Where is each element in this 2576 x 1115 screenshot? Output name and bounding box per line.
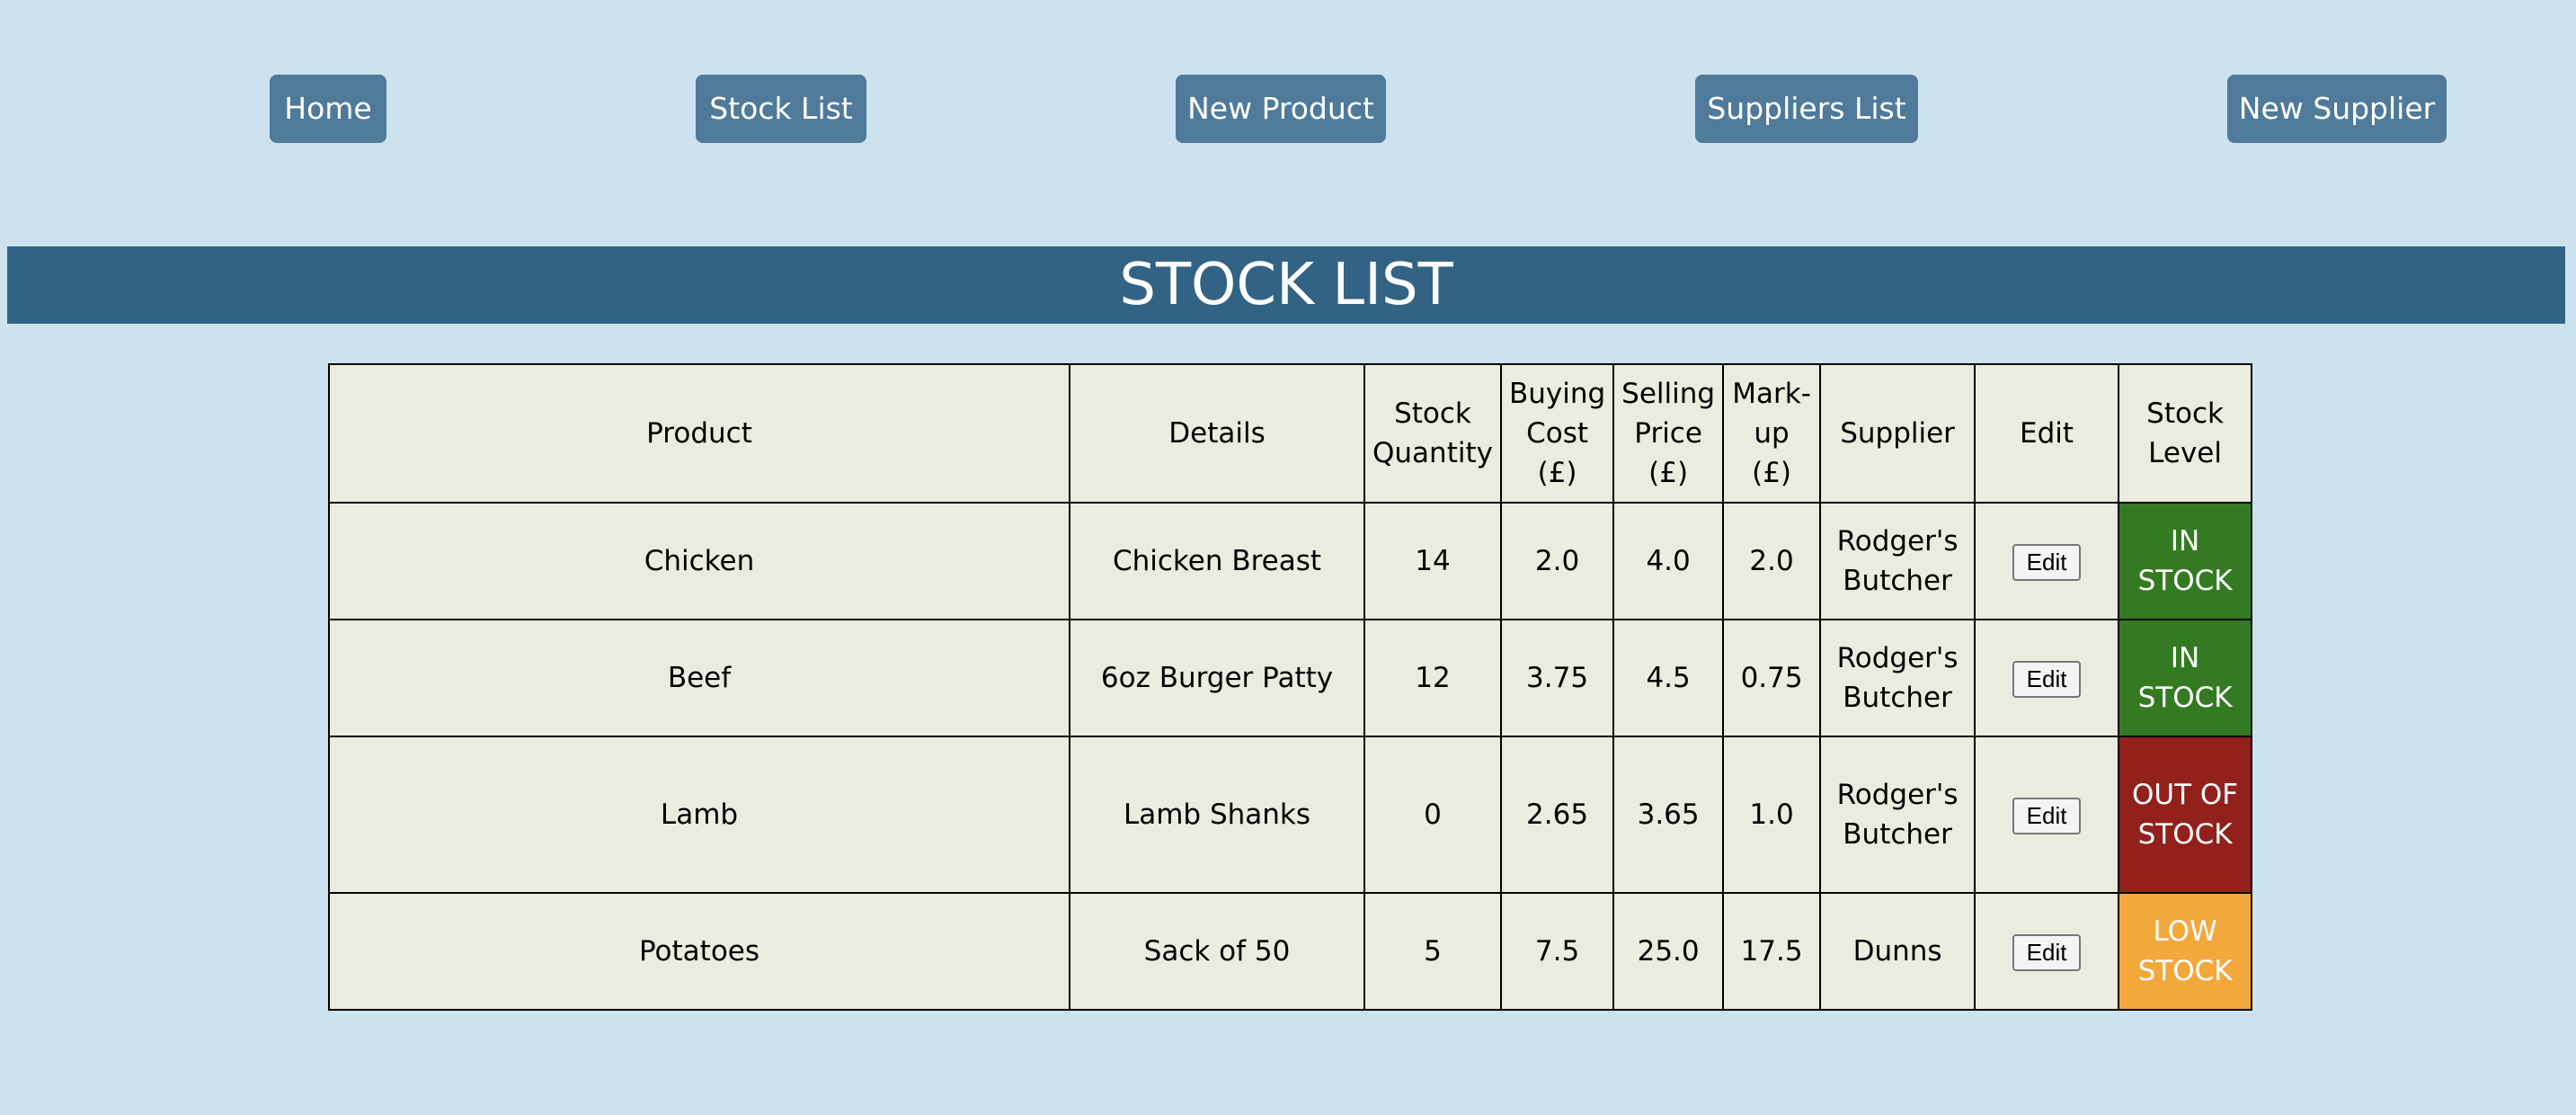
cell-supplier: Rodger's Butcher (1819, 736, 1976, 894)
cell-details: Chicken Breast (1069, 502, 1365, 620)
cell-edit: Edit (1974, 892, 2120, 1011)
header-stock-level: Stock Level (2118, 363, 2253, 504)
edit-button[interactable]: Edit (2012, 934, 2082, 971)
cell-selling-price: 3.65 (1612, 736, 1725, 894)
cell-supplier: Dunns (1819, 892, 1976, 1011)
cell-selling-price: 25.0 (1612, 892, 1725, 1011)
cell-stock-level: IN STOCK (2118, 619, 2253, 737)
cell-details: 6oz Burger Patty (1069, 619, 1365, 737)
edit-button[interactable]: Edit (2012, 544, 2082, 581)
cell-stock-quantity: 5 (1364, 892, 1502, 1011)
table-row: Chicken Chicken Breast 14 2.0 4.0 2.0 Ro… (328, 502, 2253, 620)
cell-stock-level: LOW STOCK (2118, 892, 2253, 1011)
nav-stock-list-button[interactable]: Stock List (696, 75, 866, 143)
header-supplier: Supplier (1819, 363, 1976, 504)
stock-table: Product Details Stock Quantity Buying Co… (328, 363, 2253, 1011)
cell-details: Sack of 50 (1069, 892, 1365, 1011)
cell-markup: 0.75 (1722, 619, 1822, 737)
nav-home-button[interactable]: Home (270, 75, 386, 143)
header-product: Product (328, 363, 1070, 504)
table-row: Lamb Lamb Shanks 0 2.65 3.65 1.0 Rodger'… (328, 736, 2253, 894)
cell-stock-quantity: 0 (1364, 736, 1502, 894)
header-edit: Edit (1974, 363, 2120, 504)
cell-buying-cost: 2.65 (1499, 736, 1615, 894)
cell-buying-cost: 2.0 (1499, 502, 1615, 620)
cell-buying-cost: 7.5 (1499, 892, 1615, 1011)
cell-markup: 17.5 (1722, 892, 1822, 1011)
nav-new-supplier-button[interactable]: New Supplier (2227, 75, 2447, 143)
cell-selling-price: 4.5 (1612, 619, 1725, 737)
cell-edit: Edit (1974, 619, 2120, 737)
edit-button[interactable]: Edit (2012, 661, 2082, 698)
page-title: STOCK LIST (7, 246, 2565, 324)
cell-stock-level: OUT OF STOCK (2118, 736, 2253, 894)
cell-product: Potatoes (328, 892, 1070, 1011)
header-selling-price: Selling Price (£) (1612, 363, 1725, 504)
cell-selling-price: 4.0 (1612, 502, 1725, 620)
table-row: Potatoes Sack of 50 5 7.5 25.0 17.5 Dunn… (328, 892, 2253, 1011)
cell-stock-level: IN STOCK (2118, 502, 2253, 620)
cell-supplier: Rodger's Butcher (1819, 502, 1976, 620)
main-nav: Home Stock List New Product Suppliers Li… (0, 75, 2576, 143)
nav-new-product-button[interactable]: New Product (1176, 75, 1386, 143)
cell-stock-quantity: 12 (1364, 619, 1502, 737)
edit-button[interactable]: Edit (2012, 798, 2082, 834)
cell-edit: Edit (1974, 736, 2120, 894)
cell-edit: Edit (1974, 502, 2120, 620)
cell-product: Chicken (328, 502, 1070, 620)
table-row: Beef 6oz Burger Patty 12 3.75 4.5 0.75 R… (328, 619, 2253, 737)
cell-product: Beef (328, 619, 1070, 737)
cell-buying-cost: 3.75 (1499, 619, 1615, 737)
nav-suppliers-list-button[interactable]: Suppliers List (1695, 75, 1918, 143)
cell-markup: 1.0 (1722, 736, 1822, 894)
header-stock-quantity: Stock Quantity (1364, 363, 1502, 504)
cell-details: Lamb Shanks (1069, 736, 1365, 894)
cell-supplier: Rodger's Butcher (1819, 619, 1976, 737)
cell-product: Lamb (328, 736, 1070, 894)
cell-stock-quantity: 14 (1364, 502, 1502, 620)
header-buying-cost: Buying Cost (£) (1499, 363, 1615, 504)
header-details: Details (1069, 363, 1365, 504)
table-header-row: Product Details Stock Quantity Buying Co… (328, 363, 2253, 504)
cell-markup: 2.0 (1722, 502, 1822, 620)
header-markup: Mark-up (£) (1722, 363, 1822, 504)
